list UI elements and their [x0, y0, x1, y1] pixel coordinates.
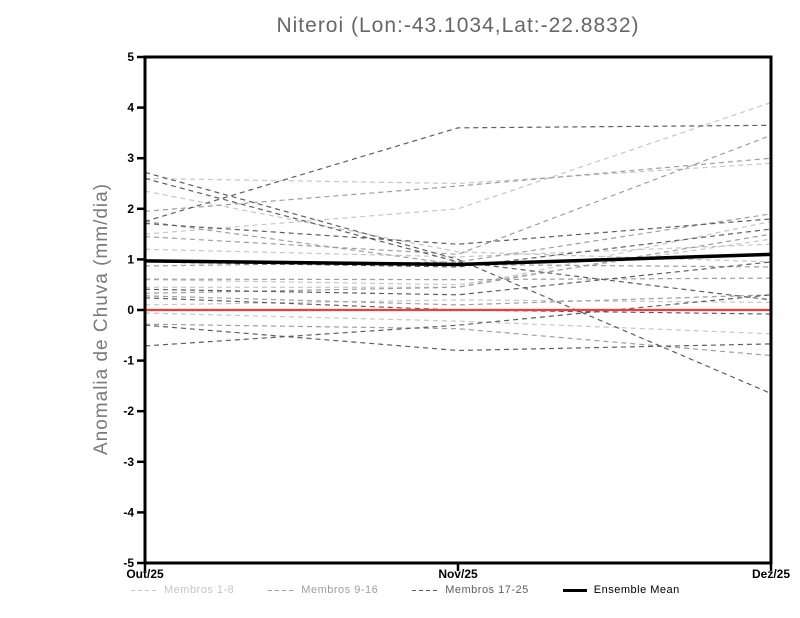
- x-tick-label-2: Dez/25: [752, 567, 790, 581]
- member-line-22: [144, 261, 772, 296]
- legend-item-0: Membros 1-8: [131, 584, 234, 596]
- member-line-5: [144, 238, 772, 286]
- member-line-4: [144, 162, 772, 185]
- member-line-11: [144, 213, 772, 267]
- legend: Membros 1-8 Membros 9-16 Membros 17-25 Ense…: [131, 584, 680, 596]
- legend-solid-line-sample: [562, 588, 587, 592]
- y-tick-label-4: 4: [127, 101, 134, 115]
- y-tick-label--4: -4: [123, 505, 134, 519]
- member-line-21: [144, 228, 772, 268]
- ensemble-mean-line: [144, 252, 772, 267]
- member-line-25: [144, 324, 772, 352]
- member-line-8: [145, 220, 772, 288]
- member-line-1: [144, 190, 772, 263]
- legend-dashed-line-sample: [412, 589, 439, 591]
- member-line-10: [144, 134, 772, 255]
- member-line-7: [144, 312, 772, 335]
- legend-label-1: Membros 9-16: [301, 584, 379, 596]
- legend-dashed-line-sample: [268, 589, 295, 591]
- y-tick-label-5: 5: [127, 50, 134, 64]
- legend-item-2: Membros 17-25: [412, 584, 529, 596]
- legend-label-0: Membros 1-8: [164, 584, 235, 596]
- y-tick-label--5: -5: [123, 556, 134, 570]
- member-line-18: [144, 171, 772, 395]
- y-tick-label--2: -2: [123, 404, 134, 418]
- x-tick-label-1: Nov/25: [438, 567, 478, 581]
- y-tick-label-3: 3: [127, 151, 134, 165]
- member-line-23: [144, 297, 772, 315]
- member-line-17: [144, 124, 772, 223]
- legend-label-2: Membros 17-25: [445, 584, 529, 596]
- legend-item-3: Ensemble Mean: [562, 584, 680, 596]
- chart-title: Niteroi (Lon:-43.1034,Lat:-22.8832): [276, 14, 640, 37]
- legend-label-3: Ensemble Mean: [593, 584, 680, 596]
- member-line-12: [144, 277, 772, 281]
- reference-lines-layer: [144, 252, 772, 312]
- legend-item-1: Membros 9-16: [268, 584, 378, 596]
- member-line-24: [144, 294, 772, 347]
- member-line-3: [144, 101, 772, 235]
- member-lines-layer: [144, 101, 772, 395]
- member-line-9: [144, 157, 772, 212]
- member-line-20: [144, 218, 772, 245]
- y-tick-label--1: -1: [123, 354, 134, 368]
- y-tick-label-1: 1: [127, 252, 134, 266]
- member-line-19: [144, 177, 772, 301]
- y-tick-label-2: 2: [127, 202, 134, 216]
- y-tick-label-0: 0: [127, 303, 134, 317]
- y-tick-label--3: -3: [123, 455, 134, 469]
- legend-dashed-line-sample: [131, 589, 157, 591]
- member-line-16: [144, 233, 772, 294]
- x-tick-label-0: Out/25: [126, 567, 164, 581]
